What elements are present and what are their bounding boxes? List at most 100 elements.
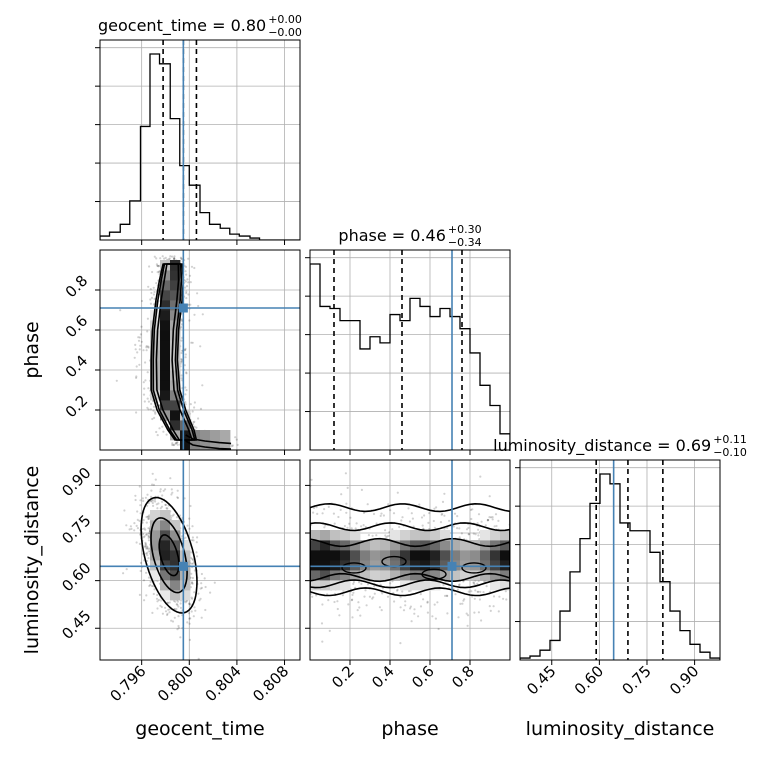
sample-point	[357, 601, 360, 604]
sample-point	[183, 364, 186, 367]
title-text: luminosity_distance = 0.69	[493, 436, 711, 456]
x-tick-label: 0.60	[571, 662, 607, 698]
density-cell	[150, 340, 161, 351]
sample-point	[143, 387, 146, 390]
contour-island	[421, 568, 447, 580]
sample-point	[467, 533, 470, 536]
sample-point	[184, 601, 187, 604]
sample-point	[171, 491, 174, 494]
sample-point	[137, 339, 141, 342]
sample-point	[175, 516, 179, 519]
density-cell	[150, 360, 161, 371]
density-cell	[200, 430, 211, 441]
sample-point	[469, 508, 473, 511]
sample-point	[184, 536, 187, 539]
sample-point	[200, 586, 203, 590]
sample-point	[171, 443, 174, 446]
sample-point	[448, 519, 451, 522]
sample-point	[161, 612, 164, 615]
sample-point	[180, 258, 183, 261]
sample-point	[138, 519, 141, 523]
sample-point	[384, 529, 387, 532]
sample-point	[310, 478, 313, 481]
density-cell	[470, 570, 481, 581]
sample-point	[337, 515, 340, 519]
sample-point	[170, 516, 173, 519]
sample-point	[148, 265, 151, 268]
sample-point	[462, 599, 465, 602]
sample-point	[188, 622, 191, 625]
sample-point	[490, 516, 493, 519]
panels-layer	[95, 39, 721, 665]
density-cell	[410, 550, 421, 561]
sample-point	[142, 532, 145, 536]
density-cell	[150, 350, 161, 361]
contour-island	[461, 562, 487, 574]
sample-point	[147, 387, 150, 390]
sample-point	[192, 562, 195, 565]
sample-point	[177, 605, 180, 608]
sample-point	[173, 256, 176, 259]
density-cell	[160, 570, 171, 581]
sample-point	[138, 336, 141, 339]
sample-point	[404, 604, 407, 607]
sample-point	[428, 511, 431, 515]
sample-point	[156, 271, 159, 274]
sample-point	[199, 345, 202, 348]
sample-point	[191, 557, 194, 561]
panel-luminosity_distance-vs-phase	[305, 460, 510, 665]
density-cell	[320, 550, 331, 561]
sample-point	[231, 444, 234, 447]
sample-point	[136, 510, 139, 513]
sample-point	[492, 595, 496, 598]
sample-point	[140, 299, 144, 303]
sample-point	[197, 417, 200, 420]
sample-point	[488, 516, 491, 519]
density-cell	[500, 540, 510, 551]
sample-point	[185, 372, 188, 375]
panel-frame	[309, 459, 511, 661]
sample-point	[168, 601, 171, 604]
density-cell	[480, 550, 491, 561]
sample-point	[135, 376, 138, 379]
sample-point	[204, 585, 207, 589]
sample-point	[191, 525, 194, 528]
sample-point	[483, 580, 486, 583]
density-cell	[400, 560, 411, 571]
density-cell	[310, 580, 321, 591]
sample-point	[144, 545, 147, 549]
density-cell	[170, 560, 181, 571]
sample-point	[189, 504, 192, 508]
title-geocent_time: geocent_time = 0.80 +0.00−0.00	[98, 13, 302, 39]
x-tick-label: 0.90	[666, 662, 702, 698]
sample-point	[327, 505, 330, 508]
sample-point	[142, 381, 145, 384]
sample-point	[478, 598, 481, 601]
density-cell	[350, 530, 361, 541]
density-cell	[460, 550, 471, 561]
sample-point	[150, 296, 154, 299]
sample-point	[473, 597, 476, 600]
sample-point	[167, 258, 170, 261]
sample-point	[360, 525, 363, 528]
sample-point	[138, 363, 141, 366]
density-cell	[160, 320, 171, 331]
sample-point	[149, 583, 152, 587]
sample-point	[340, 493, 343, 496]
sample-point	[164, 610, 168, 613]
sample-point	[480, 520, 483, 523]
sample-point	[164, 503, 167, 506]
sample-point	[170, 619, 173, 622]
sample-point	[146, 551, 149, 555]
density-cell	[160, 350, 171, 361]
density-cell	[410, 560, 421, 571]
y-tick-label: 0.6	[62, 312, 92, 342]
sample-point	[200, 582, 203, 585]
sample-point	[446, 594, 449, 598]
sample-point	[145, 346, 148, 349]
sample-point	[184, 347, 187, 350]
sample-point	[188, 617, 191, 620]
sample-point	[389, 509, 392, 512]
sample-point	[189, 403, 192, 406]
sample-point	[145, 571, 148, 574]
